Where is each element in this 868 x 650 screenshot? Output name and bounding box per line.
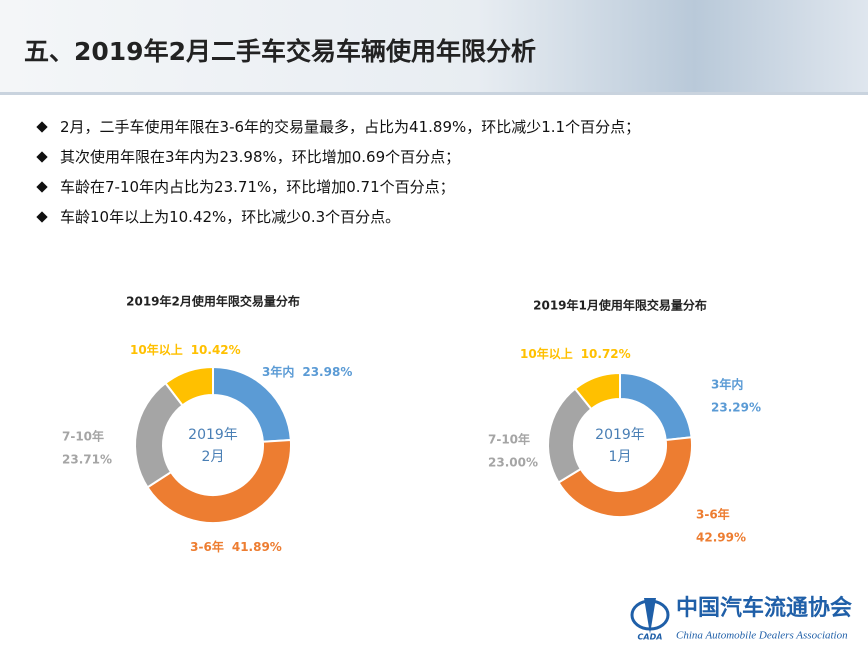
center-label: 2月	[202, 449, 225, 465]
bullet: 其次使用年限在3年内为23.98%，环比增加0.69个百分点；	[36, 142, 640, 172]
logo-abbr: CADA	[638, 633, 663, 642]
center-label: 2019年	[595, 427, 645, 443]
slice-label: 10年以上 10.72%	[520, 346, 631, 361]
data-label: 23.71%	[62, 453, 112, 467]
donut-slice	[164, 365, 214, 407]
slice-label: 3年内 23.98%	[262, 364, 352, 379]
slice-category: 3年内	[262, 364, 294, 379]
slice-category: 10年以上	[520, 346, 573, 361]
title-band	[0, 0, 868, 92]
slice-category: 3-6年	[696, 507, 730, 522]
slice-label: 10年以上 10.42%	[130, 342, 241, 357]
chart-title: 2019年2月使用年限交易量分布	[126, 294, 300, 309]
chart-title: 2019年1月使用年限交易量分布	[533, 298, 707, 313]
title-rule	[0, 92, 868, 95]
slide-title: 五、2019年2月二手车交易车辆使用年限分析	[24, 37, 536, 66]
bullet-text: 车龄在7-10年内占比为23.71%，环比增加0.71个百分点；	[60, 178, 455, 196]
bullet: 车龄在7-10年内占比为23.71%，环比增加0.71个百分点；	[36, 172, 640, 202]
donut-slice	[547, 387, 593, 484]
bullet: 2月，二手车使用年限在3-6年的交易量最多，占比为41.89%，环比减少1.1个…	[36, 112, 640, 142]
slice-category: 7-10年	[488, 432, 530, 447]
bullet: 车龄10年以上为10.42%，环比减少0.3个百分点。	[36, 202, 640, 232]
donut-slice	[134, 381, 184, 489]
bullet-text: 2月，二手车使用年限在3-6年的交易量最多，占比为41.89%，环比减少1.1个…	[60, 118, 641, 136]
logo-cn: 中国汽车流通协会	[676, 595, 852, 620]
data-label: 10.72%	[581, 347, 631, 361]
bullet-list: 2月，二手车使用年限在3-6年的交易量最多，占比为41.89%，环比减少1.1个…	[36, 112, 640, 232]
donut-slice	[573, 371, 621, 411]
data-label: 10.42%	[191, 343, 241, 357]
donut-slice	[557, 436, 693, 518]
data-label: 23.29%	[711, 401, 761, 415]
center-label: 1月	[609, 449, 632, 465]
donut-slice	[146, 438, 292, 524]
slice-category: 3年内	[711, 377, 743, 392]
data-label: 23.98%	[302, 365, 352, 379]
data-label: 41.89%	[232, 540, 282, 554]
slice-category: 10年以上	[130, 342, 183, 357]
logo: CADA 中国汽车流通协会 China Automobile Dealers A…	[630, 595, 852, 642]
slice-category: 3-6年	[190, 539, 224, 554]
data-label: 23.00%	[488, 456, 538, 470]
data-label: 42.99%	[696, 531, 746, 545]
slice-category: 7-10年	[62, 429, 104, 444]
bullet-text: 其次使用年限在3年内为23.98%，环比增加0.69个百分点；	[60, 148, 461, 166]
slice-label: 3-6年 41.89%	[190, 539, 282, 554]
logo-en: China Automobile Dealers Association	[676, 630, 848, 642]
center-label: 2019年	[188, 427, 238, 443]
logo-mark	[644, 598, 656, 634]
bullet-text: 车龄10年以上为10.42%，环比减少0.3个百分点。	[60, 208, 401, 226]
